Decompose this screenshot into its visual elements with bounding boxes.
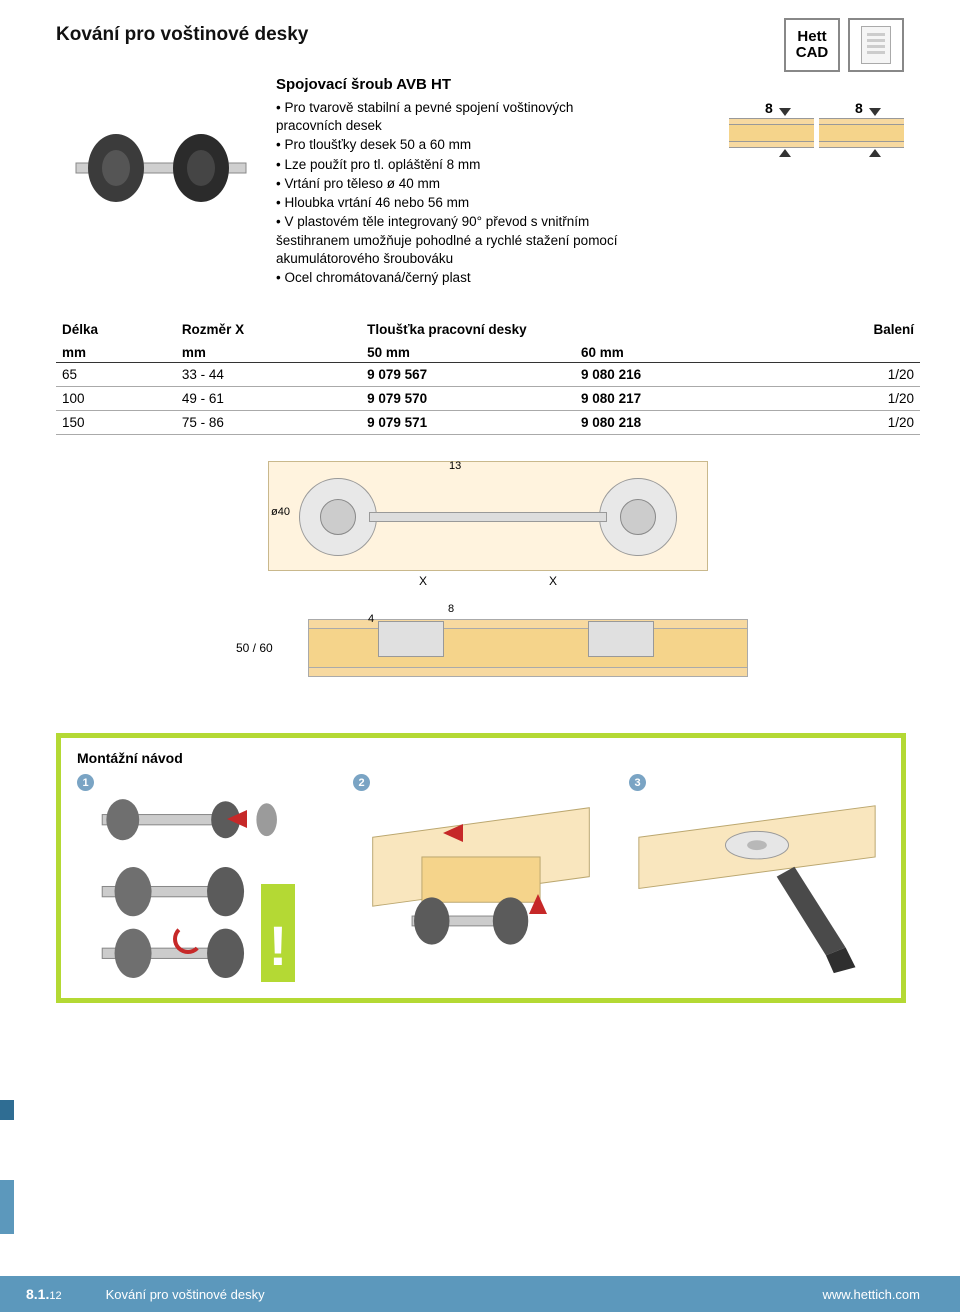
document-icon	[848, 18, 904, 72]
product-bullet: V plastovém těle integrovaný 90° převod …	[276, 213, 626, 268]
table-row: 150 75 - 86 9 079 571 9 080 218 1/20	[56, 411, 920, 435]
dim-13: 13	[449, 460, 461, 472]
product-bullet: Hloubka vrtání 46 nebo 56 mm	[276, 194, 626, 212]
cross-label-r: 8	[855, 100, 863, 116]
footer-title: Kování pro voštinové desky	[106, 1287, 265, 1302]
dim-x1: X	[419, 574, 427, 588]
step-number: 1	[77, 774, 94, 791]
warning-icon: !	[261, 884, 295, 982]
cell-x: 75 - 86	[176, 411, 361, 435]
side-tab	[0, 1180, 14, 1234]
footer-page-sub: 12	[49, 1290, 61, 1302]
arrow-left-icon	[227, 810, 247, 828]
cell-art60: 9 080 216	[575, 363, 789, 387]
th-pack: Balení	[789, 318, 920, 341]
arrow-down-icon	[869, 108, 881, 116]
technical-drawing-side: 50 / 60 4 8	[228, 599, 748, 699]
step-2: 2	[353, 774, 609, 979]
arrow-up-icon	[869, 149, 881, 157]
cell-pack: 1/20	[789, 387, 920, 411]
cell-art60: 9 080 218	[575, 411, 789, 435]
dim-8: 8	[448, 603, 454, 615]
step-number: 3	[629, 774, 646, 791]
dim-o40: ø40	[271, 506, 290, 518]
technical-drawing-top: ø40 13 X X	[268, 461, 708, 571]
product-bullet: Ocel chromátovaná/černý plast	[276, 269, 626, 287]
step-3: 3	[629, 774, 885, 979]
exclamation-icon: !	[269, 918, 288, 974]
th-thickness: Tloušťka pracovní desky	[361, 318, 789, 341]
cell-art50: 9 079 571	[361, 411, 575, 435]
th-sub-mm1: mm	[56, 341, 176, 363]
side-tab-dark	[0, 1100, 14, 1120]
th-dimx: Rozměr X	[176, 318, 361, 341]
hett-cad-icon: Hett CAD	[784, 18, 840, 72]
product-bullet: Pro tloušťky desek 50 a 60 mm	[276, 136, 626, 154]
cell-x: 49 - 61	[176, 387, 361, 411]
product-bullet: Vrtání pro těleso ø 40 mm	[276, 175, 626, 193]
rotation-icon	[173, 924, 203, 954]
step-number: 2	[353, 774, 370, 791]
product-bullet: Pro tvarově stabilní a pevné spojení voš…	[276, 99, 626, 135]
arrow-down-icon	[779, 108, 791, 116]
th-length: Délka	[56, 318, 176, 341]
arrow-up-icon	[779, 149, 791, 157]
cell-pack: 1/20	[789, 363, 920, 387]
product-bullet-list: Pro tvarově stabilní a pevné spojení voš…	[276, 99, 626, 287]
instructions-box: Montážní návod 1	[56, 733, 906, 1003]
arrow-up-icon	[529, 894, 547, 914]
doc-sheet-icon	[861, 26, 891, 64]
cell-len: 100	[56, 387, 176, 411]
footer-url: www.hettich.com	[822, 1287, 920, 1302]
th-sub-60: 60 mm	[575, 341, 789, 363]
cell-x: 33 - 44	[176, 363, 361, 387]
table-row: 65 33 - 44 9 079 567 9 080 216 1/20	[56, 363, 920, 387]
table-row: 100 49 - 61 9 079 570 9 080 217 1/20	[56, 387, 920, 411]
page-footer: 8.1.12 Kování pro voštinové desky www.he…	[0, 1276, 960, 1312]
product-name: Spojovací šroub AVB HT	[276, 76, 626, 93]
cell-art50: 9 079 567	[361, 363, 575, 387]
product-table: Délka Rozměr X Tloušťka pracovní desky B…	[56, 318, 920, 435]
cross-section-diagram: 8 8	[724, 100, 904, 158]
cell-len: 65	[56, 363, 176, 387]
dim-5060: 50 / 60	[236, 641, 273, 655]
th-sub-50: 50 mm	[361, 341, 575, 363]
product-bullet: Lze použít pro tl. opláštění 8 mm	[276, 156, 626, 174]
cell-len: 150	[56, 411, 176, 435]
cell-art60: 9 080 217	[575, 387, 789, 411]
cell-art50: 9 079 570	[361, 387, 575, 411]
cell-pack: 1/20	[789, 411, 920, 435]
product-image	[56, 76, 266, 266]
hett-label-2: CAD	[796, 45, 829, 62]
hett-label-1: Hett	[797, 29, 826, 46]
instructions-title: Montážní návod	[77, 750, 885, 766]
footer-page-num: 8.1.	[26, 1286, 49, 1302]
th-sub-mm2: mm	[176, 341, 361, 363]
cross-label-l: 8	[765, 100, 773, 116]
dim-x2: X	[549, 574, 557, 588]
dim-4: 4	[368, 613, 374, 625]
arrow-left-icon	[443, 824, 463, 842]
